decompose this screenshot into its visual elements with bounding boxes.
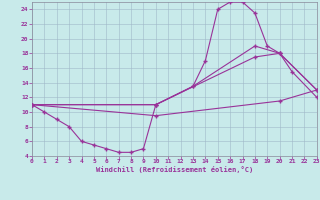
X-axis label: Windchill (Refroidissement éolien,°C): Windchill (Refroidissement éolien,°C) [96, 166, 253, 173]
